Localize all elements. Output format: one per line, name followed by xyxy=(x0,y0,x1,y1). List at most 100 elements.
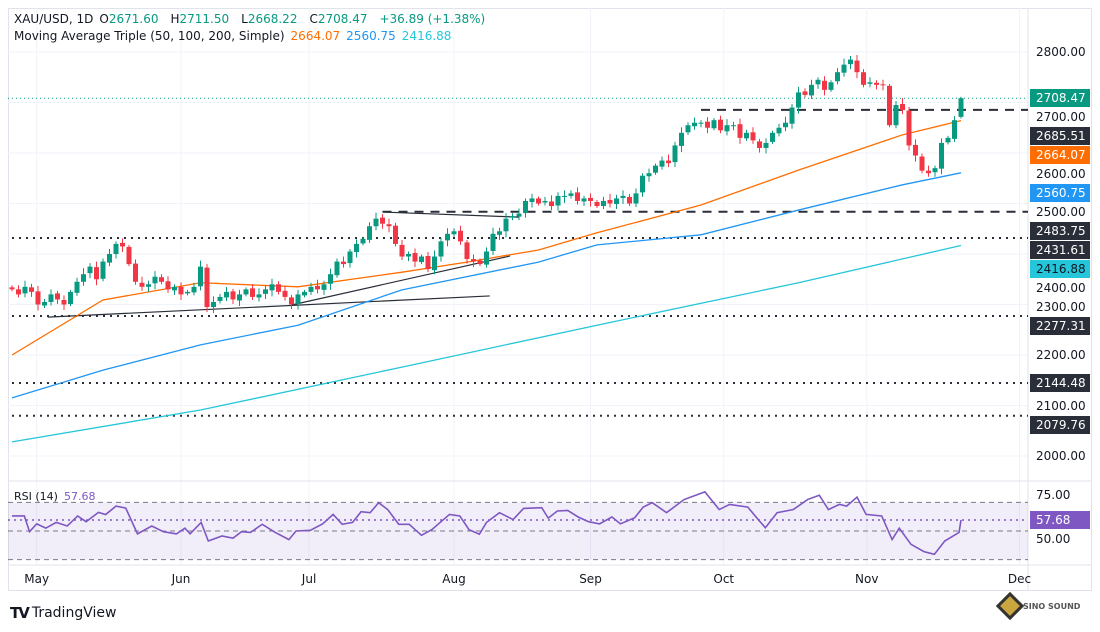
symbol-label: XAU/USD, 1D xyxy=(14,12,94,26)
candle-body xyxy=(939,142,944,169)
candle-body xyxy=(9,287,15,290)
candle-body xyxy=(828,82,834,90)
candle-body xyxy=(516,213,522,217)
candle-body xyxy=(133,263,138,282)
candle-body xyxy=(315,285,320,290)
candle-body xyxy=(419,256,424,263)
rsi-value-tag: 57.68 xyxy=(1030,511,1090,530)
change-value: +36.89 (+1.38%) xyxy=(379,12,486,26)
candle-body xyxy=(562,195,567,197)
candle-body xyxy=(763,142,769,148)
rsi-legend[interactable]: RSI (14) 57.68 xyxy=(14,490,101,503)
candle-body xyxy=(61,299,67,305)
candle-body xyxy=(484,251,489,265)
candle-body xyxy=(705,121,710,128)
candle-body xyxy=(724,125,730,132)
candle-body xyxy=(464,242,470,260)
candle-body xyxy=(276,284,281,292)
candle-body xyxy=(549,201,554,207)
candle-body xyxy=(633,193,639,204)
candle-body xyxy=(653,165,658,173)
candle-body xyxy=(510,216,515,218)
candle-body xyxy=(438,241,444,257)
candle-body xyxy=(204,267,210,308)
candle-body xyxy=(646,173,652,177)
candle-body xyxy=(451,231,457,235)
candle-body xyxy=(698,122,704,124)
candle-body xyxy=(497,231,502,235)
candle-body xyxy=(815,79,821,85)
candle-body xyxy=(120,242,125,247)
candle-body xyxy=(87,266,93,274)
ma200-value: 2416.88 xyxy=(401,29,452,43)
tradingview-logo[interactable]: TV TradingView xyxy=(10,604,116,622)
diamond-logo-icon xyxy=(995,591,1025,621)
candle-body xyxy=(692,122,697,127)
candle-body xyxy=(529,198,535,202)
price-tick-label: 2600.00 xyxy=(1036,167,1086,182)
candle-body xyxy=(737,124,743,138)
candle-body xyxy=(620,195,626,198)
candle-body xyxy=(958,98,964,117)
candle-body xyxy=(867,82,873,84)
ma-line-ma100 xyxy=(11,172,962,399)
rsi-label: RSI (14) xyxy=(14,490,58,503)
candle-body xyxy=(614,198,619,205)
level-price-tag: 2277.31 xyxy=(1030,317,1090,336)
candle-body xyxy=(159,277,164,282)
candle-body xyxy=(425,256,431,270)
candle-body xyxy=(146,284,151,287)
candle-body xyxy=(198,266,203,287)
candle-body xyxy=(55,293,60,300)
candle-body xyxy=(913,144,918,156)
candle-body xyxy=(191,286,197,293)
candle-body xyxy=(81,274,86,282)
candle-body xyxy=(178,286,184,295)
price-tick-label: 2400.00 xyxy=(1036,281,1086,296)
candle-body xyxy=(367,226,372,240)
candle-body xyxy=(666,160,671,164)
candle-body xyxy=(217,296,223,301)
candle-body xyxy=(347,251,353,264)
candle-body xyxy=(341,261,346,265)
candle-body xyxy=(230,291,236,300)
ma100-value: 2560.75 xyxy=(346,29,396,43)
candle-body xyxy=(243,289,249,295)
candle-body xyxy=(432,256,437,271)
candle-body xyxy=(100,261,106,279)
close-label: C xyxy=(309,12,318,26)
candle-body xyxy=(399,244,405,257)
candle-body xyxy=(263,289,268,294)
ma-price-tag: 2416.88 xyxy=(1030,260,1090,279)
candle-body xyxy=(893,105,899,126)
candle-body xyxy=(16,289,21,295)
candle-body xyxy=(607,199,613,204)
candle-body xyxy=(822,80,827,90)
candle-body xyxy=(861,72,866,85)
candle-body xyxy=(685,125,691,133)
candle-body xyxy=(406,254,411,257)
ma-legend[interactable]: Moving Average Triple (50, 100, 200, Sim… xyxy=(14,29,457,43)
candle-body xyxy=(172,286,177,291)
open-label: O xyxy=(99,12,109,26)
candle-body xyxy=(282,290,288,297)
level-price-tag: 2483.75 xyxy=(1030,222,1090,241)
candle-body xyxy=(874,82,879,85)
candle-body xyxy=(269,284,275,291)
candle-body xyxy=(581,198,587,202)
month-label: Jun xyxy=(171,572,191,586)
candle-body xyxy=(594,201,600,207)
candle-body xyxy=(250,288,255,297)
month-label: Oct xyxy=(713,572,735,586)
candle-body xyxy=(809,84,814,96)
rsi-tick-label: 50.00 xyxy=(1036,532,1071,547)
candle-body xyxy=(165,281,171,290)
level-price-tag: 2431.61 xyxy=(1030,241,1090,260)
trendline xyxy=(47,295,490,318)
candle-body xyxy=(575,192,580,201)
candle-body xyxy=(152,276,158,284)
candle-body xyxy=(94,267,99,280)
candle-body xyxy=(945,137,951,143)
candle-body xyxy=(445,233,450,241)
